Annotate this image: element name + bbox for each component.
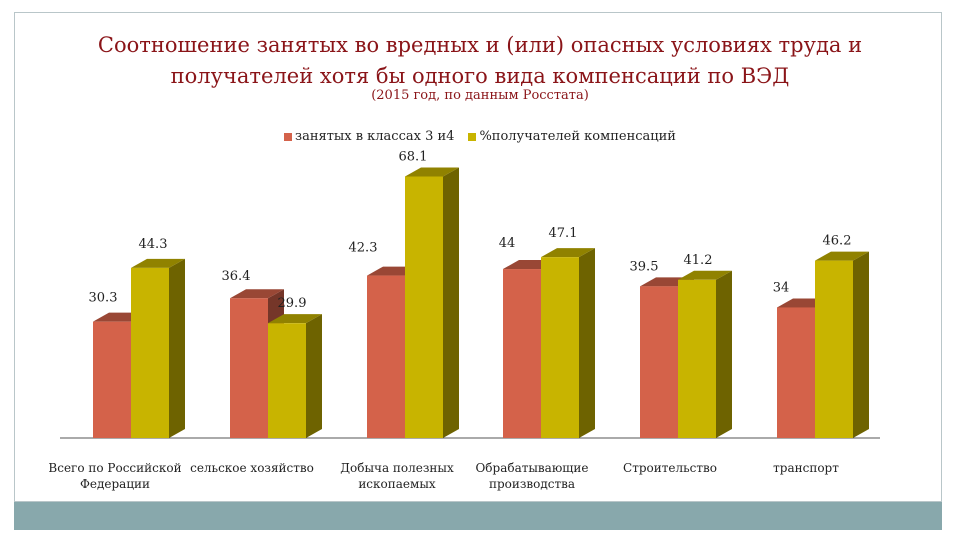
bar-top (405, 167, 459, 177)
bar-top (230, 289, 284, 299)
bar-side (306, 314, 322, 438)
category-label: производства (489, 477, 575, 491)
bar-recipients (678, 279, 716, 438)
legend-label-employed: занятых в классах 3 и4 (295, 129, 455, 144)
chart-floor (60, 429, 896, 438)
bar-recipients (815, 260, 853, 438)
chart-title: Соотношение занятых во вредных и (или) о… (40, 30, 920, 92)
category-label: Обрабатывающие (475, 461, 588, 475)
data-label: 46.2 (823, 234, 852, 249)
bar-recipients (541, 257, 579, 438)
bottom-band (14, 502, 942, 530)
chart-title-line-1: Соотношение занятых во вредных и (или) о… (97, 33, 863, 57)
category-label: транспорт (773, 461, 839, 475)
bar-employed (640, 286, 678, 438)
legend-label-recipients: %получателей компенсаций (479, 129, 676, 144)
category-label: ископаемых (358, 477, 436, 491)
chart-title-line-2: получателей хотя бы одного вида компенса… (170, 64, 790, 88)
bar-recipients (268, 323, 306, 438)
bar-top (815, 251, 869, 261)
bar-employed (93, 321, 131, 438)
legend-swatch-employed (284, 132, 293, 141)
data-label: 42.3 (349, 241, 378, 256)
data-label: 34 (773, 280, 790, 295)
data-label: 41.2 (684, 253, 713, 268)
legend: занятых в классах 3 и4 %получателей комп… (0, 129, 960, 144)
data-label: 39.5 (630, 259, 659, 274)
bar-employed (777, 307, 815, 438)
legend-swatch-recipients (468, 132, 477, 141)
category-label: Строительство (623, 461, 717, 475)
data-label: 44.3 (139, 237, 168, 252)
data-label: 36.4 (222, 269, 251, 284)
bar-top (541, 248, 595, 258)
category-label: Добыча полезных (340, 461, 454, 475)
bar-side (169, 258, 185, 438)
bar-side (443, 167, 459, 438)
chart-subtitle: (2015 год, по данным Росстата) (371, 88, 589, 103)
data-label: 47.1 (549, 226, 578, 241)
bar-top (131, 258, 185, 268)
bar-top (268, 314, 322, 324)
data-label: 44 (499, 236, 516, 251)
category-label: Всего по Российской (48, 461, 181, 475)
data-label: 68.1 (399, 149, 428, 164)
category-label: сельское хозяйство (190, 461, 314, 475)
bar-top (678, 270, 732, 280)
category-label: Федерации (80, 477, 150, 491)
bar-employed (367, 275, 405, 438)
bar-employed (230, 298, 268, 438)
bar-employed (503, 269, 541, 438)
bar-recipients (131, 267, 169, 438)
bar-side (716, 270, 732, 438)
data-label: 29.9 (278, 296, 307, 311)
bar-side (853, 251, 869, 438)
bar-recipients (405, 176, 443, 438)
data-label: 30.3 (89, 291, 118, 306)
bar-side (579, 248, 595, 438)
legend-item-recipients: %получателей компенсаций (468, 129, 676, 144)
legend-item-employed: занятых в классах 3 и4 (284, 129, 454, 144)
